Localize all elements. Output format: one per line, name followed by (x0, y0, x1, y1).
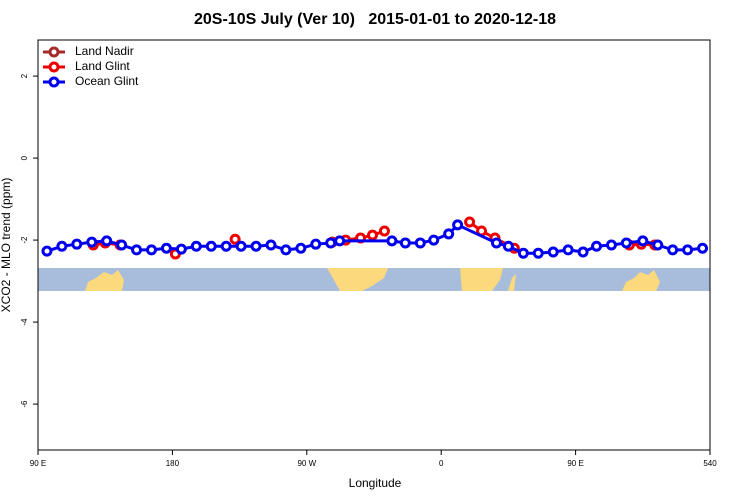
data-point (367, 229, 379, 241)
data-point (591, 240, 603, 252)
data-point (229, 233, 241, 245)
data-point (490, 237, 502, 249)
data-point (86, 236, 98, 248)
data-point (464, 216, 476, 228)
data-point (71, 238, 83, 250)
data-point (190, 240, 202, 252)
x-tick-label: 90 E (30, 459, 46, 468)
data-point (280, 244, 292, 256)
x-tick-label: 180 (166, 459, 180, 468)
data-point (220, 240, 232, 252)
data-point (502, 240, 514, 252)
data-point (443, 228, 455, 240)
data-point (386, 235, 398, 247)
data-point (652, 239, 664, 251)
y-tick-label: 0 (20, 155, 29, 160)
x-tick-label: 90 E (567, 459, 583, 468)
data-point (532, 247, 544, 259)
data-point (250, 240, 262, 252)
y-tick-label: -6 (20, 400, 29, 408)
data-point (265, 239, 277, 251)
data-point (452, 219, 464, 231)
data-point (131, 244, 143, 256)
land (327, 268, 388, 291)
data-point (605, 239, 617, 251)
data-point (295, 242, 307, 254)
data-point (205, 240, 217, 252)
land (460, 268, 516, 291)
data-point (334, 235, 346, 247)
y-tick-label: -4 (20, 318, 29, 326)
y-tick-label: 2 (20, 73, 29, 78)
data-point (620, 237, 632, 249)
data-point (399, 237, 411, 249)
legend-label: Ocean Glint (75, 74, 139, 88)
y-axis-label: XCO2 - MLO trend (ppm) (0, 178, 13, 313)
data-point (517, 247, 529, 259)
map-strip (38, 268, 710, 291)
data-point (414, 237, 426, 249)
x-axis-label: Longitude (349, 476, 402, 490)
data-point (101, 235, 113, 247)
data-point (562, 244, 574, 256)
data-point (56, 240, 68, 252)
x-tick-label: 540 (703, 459, 717, 468)
legend-marker (48, 61, 60, 73)
chart-title: 20S-10S July (Ver 10) 2015-01-01 to 2020… (194, 11, 556, 28)
data-point (310, 238, 322, 250)
legend-marker (48, 46, 60, 58)
data-point (577, 246, 589, 258)
data-point (235, 240, 247, 252)
data-point (41, 245, 53, 257)
land (85, 270, 124, 291)
y-tick-label: -2 (20, 236, 29, 244)
x-tick-label: 90 W (297, 459, 316, 468)
plot-frame (37, 39, 711, 451)
data-point (378, 225, 390, 237)
legend-marker (48, 76, 60, 88)
legend-label: Land Glint (75, 59, 130, 73)
data-point (697, 242, 709, 254)
data-point (160, 242, 172, 254)
data-point (428, 234, 440, 246)
land (622, 270, 660, 291)
data-point (175, 243, 187, 255)
data-point (682, 244, 694, 256)
data-point (637, 235, 649, 247)
data-point (547, 246, 559, 258)
data-point (667, 244, 679, 256)
data-point (116, 239, 128, 251)
data-point (325, 237, 337, 249)
x-tick-label: 0 (439, 459, 444, 468)
data-point (145, 244, 157, 256)
legend-label: Land Nadir (75, 44, 134, 58)
